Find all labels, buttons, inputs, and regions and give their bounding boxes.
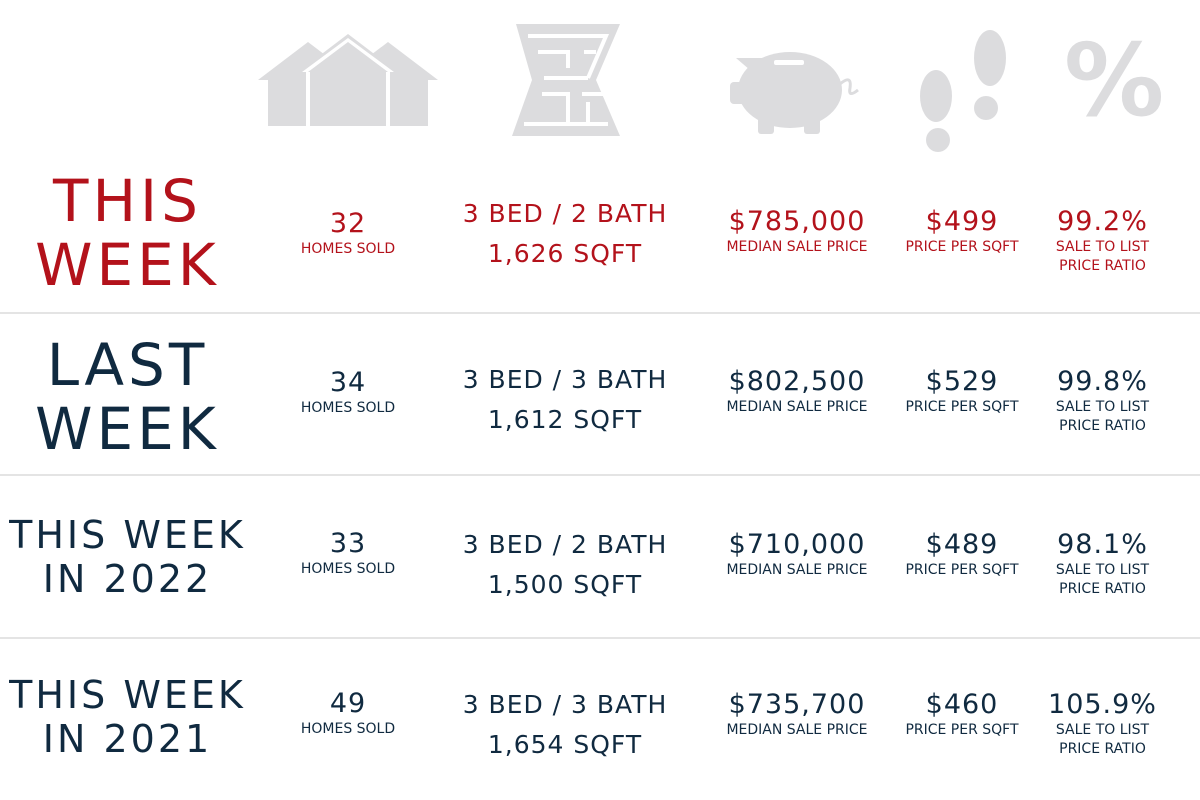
price-sqft-this-week: $499 PRICE PER SQFT <box>905 206 1019 256</box>
row-divider <box>0 312 1200 314</box>
row-label-this-week-2022: THIS WEEK IN 2022 <box>9 513 246 601</box>
row-divider <box>0 637 1200 639</box>
percent-icon: % <box>1064 22 1165 139</box>
homes-sold-2021: 49 HOMES SOLD <box>300 688 396 738</box>
ratio-2021: 105.9% SALE TO LIST PRICE RATIO <box>1048 689 1157 758</box>
price-sqft-2022: $489 PRICE PER SQFT <box>905 529 1019 579</box>
house-icon <box>258 32 438 128</box>
piggy-bank-icon <box>728 36 868 136</box>
ratio-last-week: 99.8% SALE TO LIST PRICE RATIO <box>1055 366 1150 435</box>
homes-sold-this-week: 32 HOMES SOLD <box>300 208 396 258</box>
homes-sold-last-week: 34 HOMES SOLD <box>300 367 396 417</box>
row-label-this-week-2021: THIS WEEK IN 2021 <box>9 673 246 761</box>
median-price-last-week: $802,500 MEDIAN SALE PRICE <box>726 366 868 416</box>
row-divider <box>0 474 1200 476</box>
median-price-2022: $710,000 MEDIAN SALE PRICE <box>726 529 868 579</box>
bed-bath-2022: 3 BED / 2 BATH 1,500 SQFT <box>462 530 668 599</box>
row-label-last-week: LAST WEEK <box>35 331 220 463</box>
price-sqft-2021: $460 PRICE PER SQFT <box>905 689 1019 739</box>
ratio-2022: 98.1% SALE TO LIST PRICE RATIO <box>1055 529 1150 598</box>
median-price-this-week: $785,000 MEDIAN SALE PRICE <box>726 206 868 256</box>
homes-sold-2022: 33 HOMES SOLD <box>300 528 396 578</box>
price-sqft-last-week: $529 PRICE PER SQFT <box>905 366 1019 416</box>
bed-bath-last-week: 3 BED / 3 BATH 1,612 SQFT <box>462 365 668 434</box>
footprints-icon <box>916 28 1012 154</box>
ratio-this-week: 99.2% SALE TO LIST PRICE RATIO <box>1055 206 1150 275</box>
icon-header: % <box>0 0 1200 155</box>
row-label-this-week: THIS WEEK <box>35 167 220 299</box>
median-price-2021: $735,700 MEDIAN SALE PRICE <box>726 689 868 739</box>
floor-plan-icon <box>508 22 620 138</box>
bed-bath-2021: 3 BED / 3 BATH 1,654 SQFT <box>462 690 668 759</box>
bed-bath-this-week: 3 BED / 2 BATH 1,626 SQFT <box>462 199 668 268</box>
